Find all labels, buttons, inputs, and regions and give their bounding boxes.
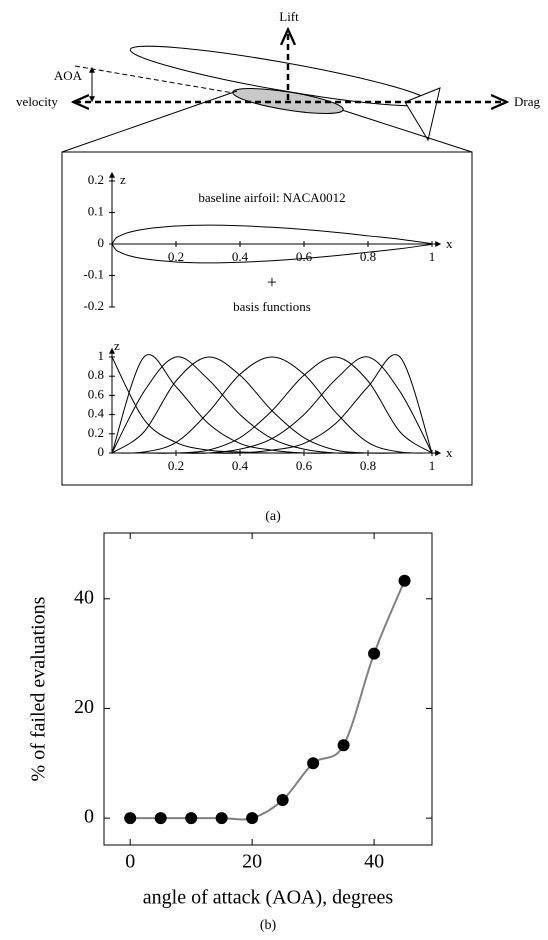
zoom-line [61,90,238,153]
data-point [276,794,289,807]
caption: (b) [260,918,277,933]
data-line [112,354,433,454]
x-axis-label: x [446,445,453,460]
y-tick-label: 0 [84,806,94,828]
velocity-label: velocity [16,94,58,109]
aircraft-diagram: Lift AOA velocity Drag + (a) [16,9,540,524]
y-axis-label: % of failed evaluations [28,596,50,781]
data-point [307,757,320,770]
data-line [130,580,406,821]
y-tick-label: 20 [74,696,94,718]
plot-frame [103,532,433,846]
x-tick-label: 40 [364,851,384,873]
x-tick-label: 1 [429,458,436,473]
x-tick-label: 1 [429,249,436,264]
x-tick-label: 0.4 [232,458,249,473]
annotation: baseline airfoil: NACA0012 [198,190,345,205]
x-tick-label: 0.4 [232,249,249,264]
y-axis-label: z [114,338,120,353]
y-tick-label: 1 [98,348,105,363]
x-tick-label: 0 [125,851,135,873]
data-point [215,812,228,825]
x-tick-label: 20 [242,851,262,873]
x-axis-label: x [446,236,453,251]
data-point [246,812,259,825]
data-point [154,812,167,825]
y-axis-label: z [120,172,126,187]
y-tick-label: 0 [98,235,105,250]
y-tick-label: 0 [98,444,105,459]
y-tick-label: 40 [74,586,94,608]
chart-title: basis functions [233,299,311,314]
y-tick-label: 0.6 [88,386,105,401]
x-tick-label: 0.6 [296,249,313,264]
y-tick-label: -0.2 [83,298,104,313]
y-tick-label: 0.4 [88,406,105,421]
caption: (a) [265,509,281,524]
x-tick-label: 0.8 [360,458,376,473]
x-axis-label: angle of attack (AOA), degrees [143,887,394,909]
inset-box [61,151,473,486]
data-point [398,574,411,587]
y-tick-label: 0.2 [88,172,104,187]
y-tick-label: 0.1 [88,203,104,218]
y-tick-label: -0.1 [83,266,104,281]
data-point [185,812,198,825]
y-tick-label: 0.8 [88,367,104,382]
x-tick-label: 0.6 [296,458,313,473]
data-point [124,812,137,825]
drag-label: Drag [514,94,540,109]
data-line [111,243,433,264]
zoom-line [341,109,473,153]
y-tick-label: 0.2 [88,425,104,440]
x-tick-label: 0.2 [168,249,184,264]
data-point [337,739,350,752]
x-tick-label: 0.2 [168,458,184,473]
data-point [368,647,381,660]
reference-line [74,65,246,96]
lift-label: Lift [279,9,299,24]
aoa-label: AOA [54,68,83,83]
plus-sign: + [267,272,277,292]
data-line [111,224,433,245]
data-line [111,356,433,454]
